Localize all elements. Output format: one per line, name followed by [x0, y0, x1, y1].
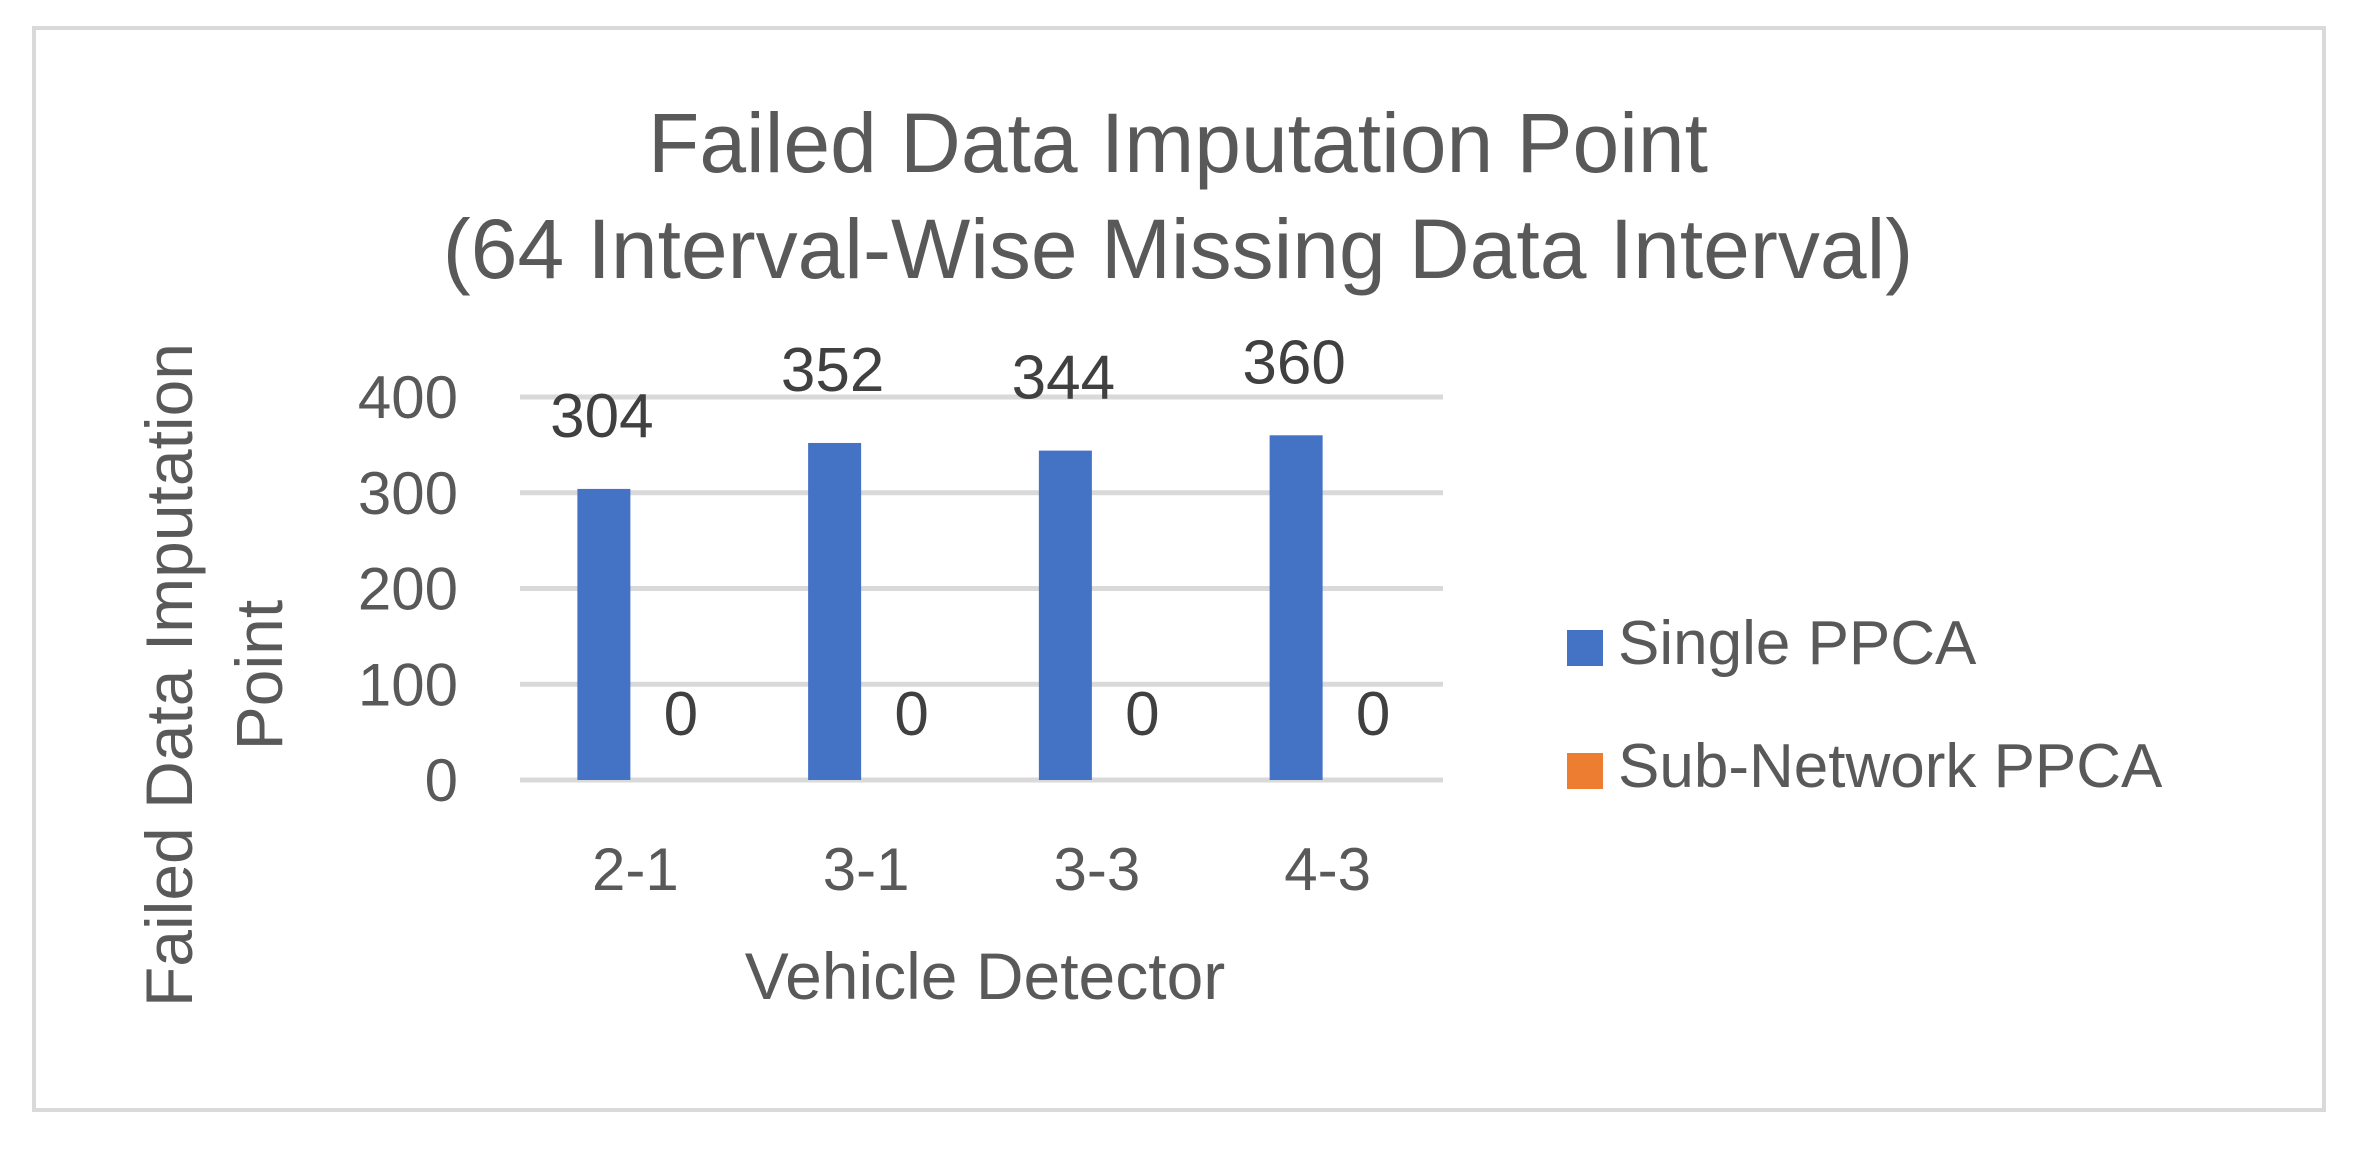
- y-tick-label: 300: [358, 460, 458, 527]
- y-axis-title-line-1: Failed Data Imputation: [132, 343, 206, 1007]
- data-labels: 304 0 352 0 344 0 360 0: [550, 328, 1390, 749]
- y-tick-label: 400: [358, 364, 458, 431]
- data-label: 304: [550, 382, 653, 451]
- bar-2-1-series-0: [577, 488, 631, 780]
- bar-4-3-series-0: [1269, 435, 1323, 780]
- y-axis-title-line-2: Point: [222, 600, 296, 750]
- chart-title-line-2: (64 Interval-Wise Missing Data Interval): [443, 202, 1913, 296]
- data-label: 0: [1125, 680, 1159, 749]
- bars: [577, 435, 1323, 780]
- legend-swatch-0: [1567, 630, 1603, 666]
- x-tick-label: 3-1: [823, 836, 910, 903]
- chart-title-line-1: Failed Data Imputation Point: [648, 96, 1708, 190]
- legend-swatch-1: [1567, 753, 1603, 789]
- data-label: 360: [1242, 328, 1345, 397]
- y-tick-label: 200: [358, 556, 458, 623]
- x-axis-title: Vehicle Detector: [745, 939, 1226, 1013]
- y-tick-label: 100: [358, 651, 458, 718]
- y-axis-ticks: 0 100 200 300 400: [358, 364, 458, 814]
- bar-3-3-series-0: [1038, 450, 1092, 780]
- data-label: 0: [894, 680, 928, 749]
- chart-frame: [32, 26, 2326, 1112]
- y-axis-title: Failed Data Imputation Point: [132, 343, 296, 1007]
- bar-3-1-series-0: [808, 442, 862, 780]
- x-axis-ticks: 2-1 3-1 3-3 4-3: [592, 836, 1371, 903]
- x-tick-label: 3-3: [1054, 836, 1141, 903]
- data-label: 0: [664, 680, 698, 749]
- legend-label: Sub-Network PPCA: [1618, 732, 2163, 801]
- y-tick-label: 0: [425, 747, 458, 814]
- x-tick-label: 4-3: [1284, 836, 1371, 903]
- data-label: 0: [1356, 680, 1390, 749]
- legend: Single PPCA Sub-Network PPCA: [1567, 609, 2163, 801]
- data-label: 344: [1012, 344, 1115, 413]
- legend-label: Single PPCA: [1618, 609, 1977, 678]
- data-label: 352: [781, 336, 884, 405]
- x-tick-label: 2-1: [592, 836, 679, 903]
